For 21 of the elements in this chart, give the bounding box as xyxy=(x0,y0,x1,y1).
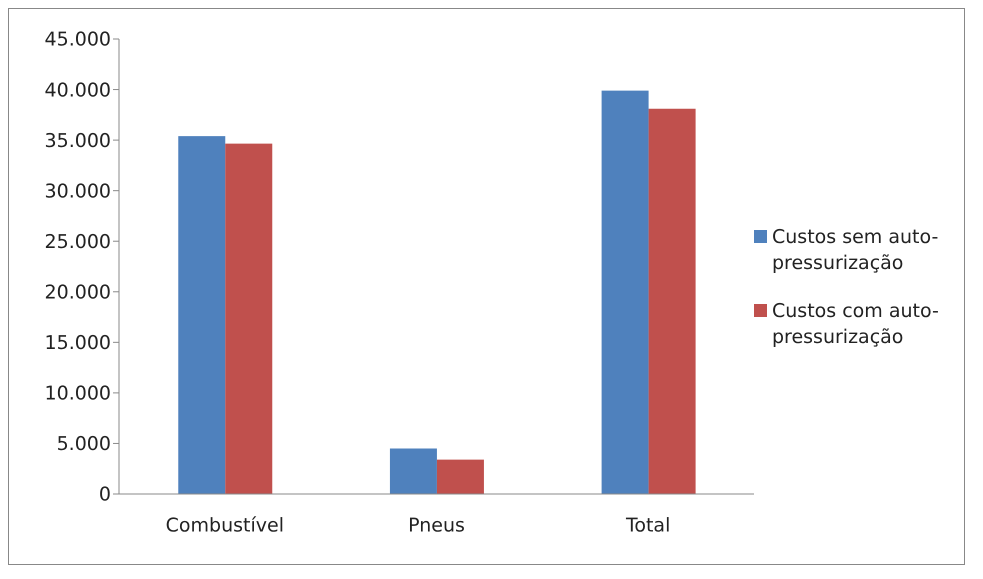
bar xyxy=(602,90,649,494)
legend-label: Custos com auto-pressurização xyxy=(772,298,940,350)
bar xyxy=(178,136,226,494)
y-tick-label: 35.000 xyxy=(44,130,111,152)
x-tick-label: Pneus xyxy=(408,514,465,536)
bar xyxy=(225,144,272,494)
legend-label: Custos sem auto-pressurização xyxy=(772,224,940,276)
bar xyxy=(436,460,484,494)
y-tick-label: 15.000 xyxy=(44,332,111,354)
y-tick-label: 0 xyxy=(98,484,111,506)
y-tick-label: 40.000 xyxy=(44,79,111,102)
x-tick-label: Combustível xyxy=(166,514,284,536)
bar xyxy=(648,108,696,494)
y-tick-label: 25.000 xyxy=(44,230,111,253)
y-tick-label: 10.000 xyxy=(44,382,111,405)
y-tick-label: 20.000 xyxy=(44,282,111,304)
y-tick-label: 30.000 xyxy=(44,180,111,202)
x-tick-label: Total xyxy=(624,514,670,536)
y-tick-label: 5.000 xyxy=(56,433,111,456)
y-tick-label: 45.000 xyxy=(44,28,111,51)
bar xyxy=(390,448,437,494)
